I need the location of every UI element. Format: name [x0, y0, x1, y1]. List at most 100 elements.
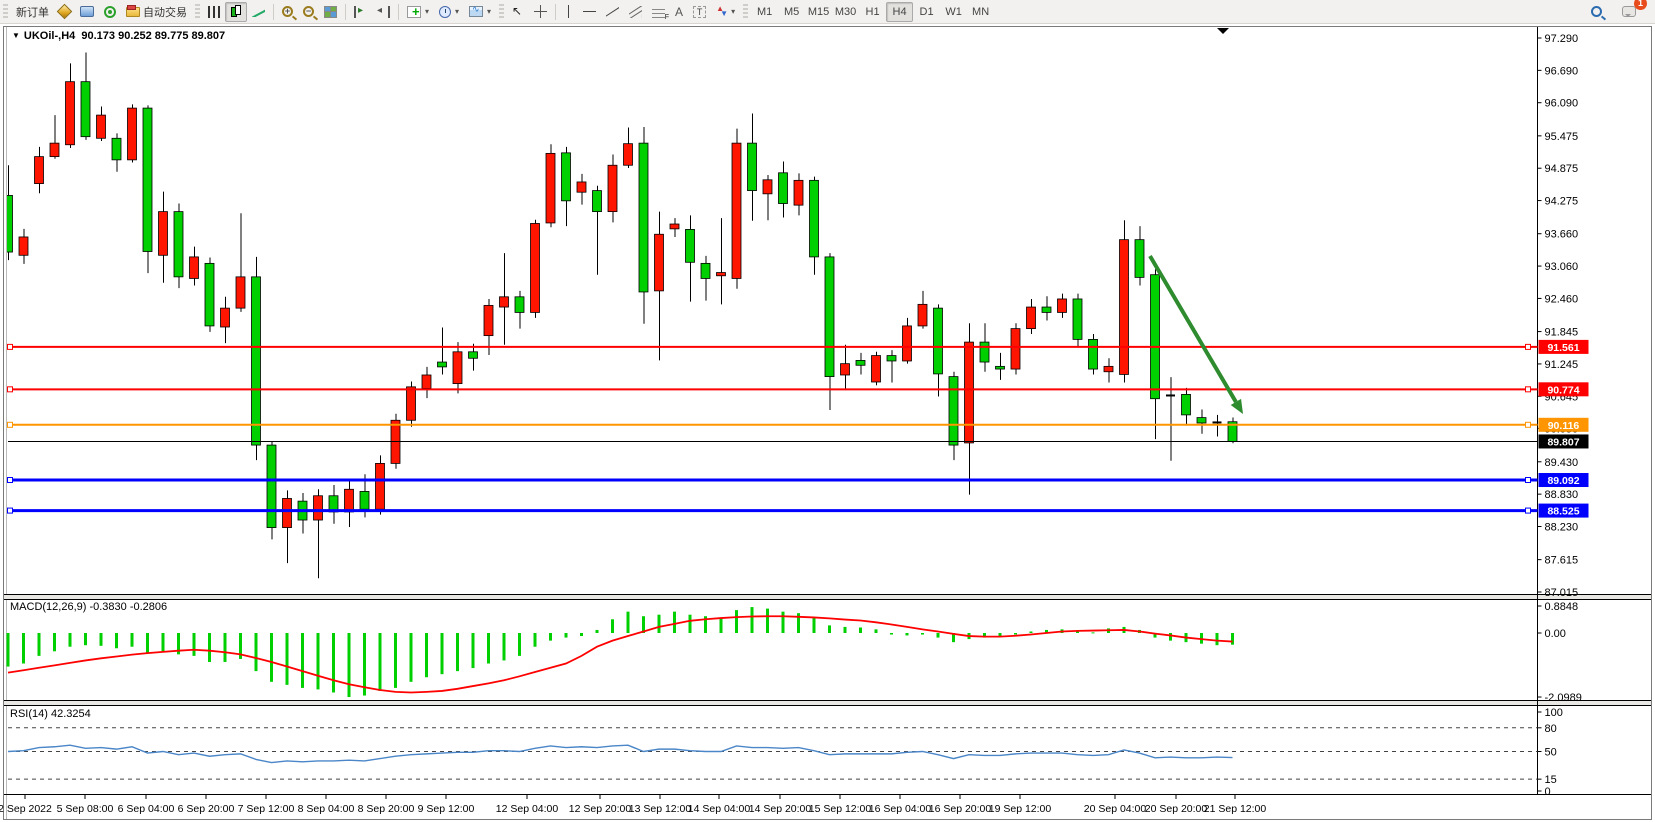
candle-body	[1150, 274, 1160, 400]
candle-body	[251, 276, 261, 446]
search-button[interactable]	[1586, 2, 1607, 22]
macd-histogram-bar	[161, 633, 165, 652]
time-axis-label: 2 Sep 2022	[0, 803, 52, 815]
hline-handle[interactable]	[7, 386, 13, 393]
macd-histogram-bar	[688, 614, 692, 633]
candle-body	[824, 256, 835, 378]
trend-arrow[interactable]	[1148, 254, 1238, 403]
candle-body	[592, 190, 602, 213]
vertical-line-button[interactable]	[559, 2, 578, 22]
price-tick-label: 95.475	[1545, 131, 1579, 143]
line-chart-button[interactable]	[247, 2, 270, 22]
new-order-icon-button[interactable]	[54, 2, 75, 22]
toolbar-grip[interactable]	[499, 3, 505, 20]
candle-body	[700, 262, 711, 279]
timeframe-W1[interactable]: W1	[945, 5, 962, 18]
macd-histogram-bar	[363, 633, 366, 696]
toolbar-grip[interactable]	[195, 3, 200, 20]
hline-handle[interactable]	[7, 421, 13, 428]
separator-band	[4, 701, 1651, 705]
new-order-button[interactable]: 新订单	[11, 2, 54, 22]
time-axis-label: 6 Sep 20:00	[178, 803, 235, 815]
order-icon	[56, 3, 73, 20]
line-chart-icon	[252, 6, 265, 17]
macd-histogram-bar	[1169, 633, 1172, 641]
price-tick-label: 88.830	[1545, 489, 1579, 501]
horizontal-line-button[interactable]	[578, 2, 601, 22]
timeframe-M5[interactable]: M5	[783, 5, 800, 18]
auto-trading-button[interactable]: 自动交易	[121, 2, 192, 22]
timeframe-MN[interactable]: MN	[972, 5, 990, 18]
chart-title[interactable]: ▼ UKOil-,H4 90.173 90.252 89.775 89.807	[12, 30, 225, 42]
macd-histogram-bar	[936, 633, 940, 638]
candlestick-chart-button[interactable]	[225, 1, 247, 22]
period-button[interactable]: ▾	[434, 2, 464, 22]
arrows-button[interactable]: ▾	[711, 2, 740, 22]
crosshair-button[interactable]	[529, 2, 552, 22]
terminal-button[interactable]	[75, 2, 99, 22]
timeframe-M30[interactable]: M30	[834, 5, 857, 18]
macd-histogram-bar	[657, 614, 661, 633]
price-badge-label: 90.116	[1548, 420, 1580, 432]
timeframe-D1[interactable]: D1	[919, 5, 934, 18]
fibonacci-button[interactable]: F	[647, 2, 670, 22]
zoom-in-button[interactable]: +	[277, 2, 298, 22]
macd-histogram-bar	[270, 633, 273, 682]
price-tick-label: 92.460	[1545, 293, 1579, 305]
cursor-button[interactable]: ↖	[507, 2, 529, 22]
timeframe-H4[interactable]: H4	[886, 1, 914, 22]
time-axis-label: 14 Sep 04:00	[688, 803, 751, 815]
candle-body	[1103, 365, 1114, 373]
toolbar-grip[interactable]	[3, 3, 8, 20]
candle-body	[96, 114, 106, 139]
macd-histogram-bar	[642, 616, 645, 633]
candle-body	[127, 107, 137, 161]
timeframe-M1[interactable]: M1	[756, 5, 773, 18]
macd-histogram-bar	[828, 625, 831, 633]
trendline-button[interactable]	[601, 2, 624, 22]
auto-scroll-button[interactable]	[349, 2, 372, 22]
chart-shift-button[interactable]	[372, 2, 395, 22]
candle-body	[638, 142, 649, 293]
zoom-out-button[interactable]: −	[298, 2, 319, 22]
channel-button[interactable]: E	[624, 2, 647, 22]
candles-layer	[7, 52, 1238, 579]
timeframe-M15[interactable]: M15	[807, 5, 830, 18]
price-badge-label: 91.561	[1547, 342, 1579, 354]
timeframe-H1[interactable]: H1	[865, 5, 880, 18]
hline-handle[interactable]	[1525, 421, 1531, 428]
text-label-button[interactable]: T	[688, 2, 711, 22]
signals-button[interactable]	[99, 2, 121, 22]
templates-button[interactable]: ▾	[464, 2, 496, 22]
hline-handle[interactable]	[7, 507, 13, 514]
macd-histogram-bar	[843, 626, 847, 633]
notifications-button[interactable]: 1	[1617, 0, 1647, 22]
candle-body	[995, 365, 1005, 370]
add-indicator-icon	[407, 4, 421, 19]
hline-handle[interactable]	[1525, 386, 1531, 393]
macd-histogram-bar	[378, 633, 382, 691]
candle-body	[173, 211, 184, 278]
fibonacci-icon: F	[652, 5, 669, 21]
toolbar-grip[interactable]	[743, 3, 749, 20]
macd-histogram-bar	[781, 611, 785, 633]
macd-histogram-bar	[859, 627, 862, 633]
time-axis-label: 12 Sep 04:00	[496, 803, 559, 815]
macd-histogram-bar	[921, 633, 924, 635]
hline-handle[interactable]	[1525, 343, 1531, 350]
candle-body	[235, 276, 246, 309]
hline-handle[interactable]	[7, 477, 13, 484]
candle-body	[607, 164, 618, 213]
text-button[interactable]: A	[670, 2, 688, 22]
hline-handle[interactable]	[1525, 507, 1531, 514]
bar-chart-button[interactable]	[203, 2, 225, 22]
text-label-icon: T	[693, 5, 707, 18]
candle-body	[1181, 393, 1191, 416]
symbol-period-label: UKOil-,H4	[23, 30, 76, 42]
hline-handle[interactable]	[1525, 477, 1531, 484]
add-indicator-button[interactable]: ▾	[402, 2, 434, 22]
hline-handle[interactable]	[7, 343, 13, 350]
macd-histogram-bar	[952, 633, 955, 643]
tile-windows-button[interactable]	[319, 2, 342, 22]
